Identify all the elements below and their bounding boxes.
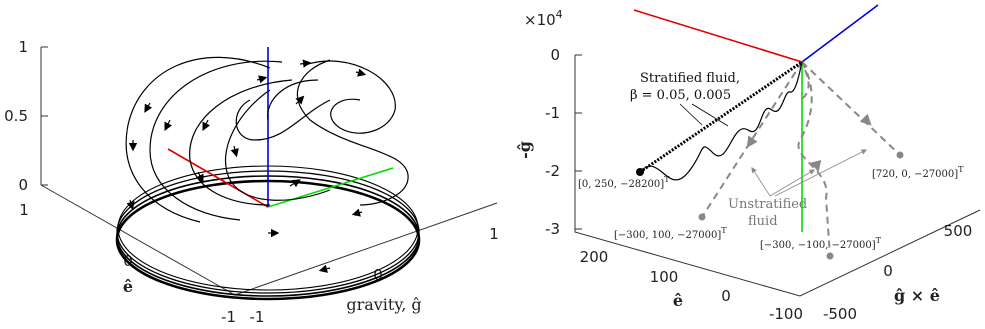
end-point-label: [−300, 100, −27000]T: [614, 226, 727, 241]
right-z-tick-label: 0: [550, 46, 560, 64]
end-points: [636, 151, 904, 260]
left-g-tick-label: 0: [373, 266, 383, 284]
right-e-axis-label: ê: [673, 291, 683, 310]
stratified-annotation: β = 0.05, 0.005: [630, 88, 731, 103]
left-axis-triad: [167, 47, 394, 208]
right-z-ticks: 0 -1 -2 -3 -ĝ: [515, 46, 582, 238]
right-e-tick-label: 100: [650, 268, 679, 286]
right-z-tick-label: -2: [545, 162, 560, 180]
left-z-tick-label: 0.5: [4, 107, 28, 125]
end-point-unstratified: [896, 151, 904, 159]
right-gxe-tick-label: 500: [944, 222, 973, 240]
right-z-tick-label: -1: [545, 104, 560, 122]
right-gxe-tick-label: -500: [823, 305, 857, 323]
right-gxe-axis-label: ĝ × ê: [894, 286, 940, 305]
end-point-stratified: [636, 168, 644, 176]
left-trajectories: [125, 56, 409, 273]
right-z-axis-label: -ĝ: [515, 141, 534, 159]
end-point-unstratified: [826, 252, 834, 260]
left-g-tick-label: -1: [250, 308, 265, 326]
right-axis-triad: [633, 4, 879, 232]
left-z-tick-label: 1: [18, 38, 28, 56]
right-gxe-tick-label: 0: [883, 262, 893, 280]
triad-blue-line: [801, 4, 879, 63]
unstratified-arrowheads: [746, 113, 872, 173]
right-gxe-ticks: -500 0 500 ĝ × ê: [823, 222, 972, 323]
end-point-label: [0, 250, −28200]T: [578, 175, 670, 190]
unstratified-annotation: Unstratified: [728, 197, 807, 212]
exponent-label: ×104: [524, 8, 563, 29]
left-panel: 1 0.5 0 1 0 -1 ê -1 0 1 gravity, ĝ: [4, 38, 499, 326]
stratified-leaders: [679, 103, 729, 127]
unstratified-leaders: [751, 149, 867, 197]
unstratified-trajectories: [701, 61, 901, 257]
unstratified-annotation: fluid: [748, 214, 778, 229]
left-e-tick-label: -1: [221, 308, 236, 326]
left-g-axis-label: gravity, ĝ: [346, 295, 421, 314]
left-z-tick-label: 0: [18, 176, 28, 194]
right-z-tick-label: -3: [545, 220, 560, 238]
right-e-tick-label: -100: [769, 305, 803, 323]
left-z-ticks: 1 0.5 0: [4, 38, 48, 194]
left-e-tick-label: 1: [19, 201, 29, 219]
end-point-unstratified: [698, 213, 706, 221]
triad-green-line: [267, 167, 394, 208]
end-point-label: [−300, −100, −27000]T: [760, 236, 882, 251]
triad-red-line: [167, 148, 269, 208]
left-g-tick-label: 1: [489, 225, 499, 243]
end-point-label: [720, 0, −27000]T: [872, 165, 964, 180]
stratified-annotation: Stratified fluid,: [640, 71, 740, 86]
left-e-axis-label: ê: [123, 277, 133, 296]
stratified-trajectories: [639, 60, 803, 181]
triad-red-line: [633, 9, 803, 63]
right-e-tick-label: 200: [580, 248, 609, 266]
right-axis-box: [574, 55, 981, 297]
right-e-tick-label: 0: [721, 287, 731, 305]
left-g-ticks: -1 0 1 gravity, ĝ: [250, 225, 499, 326]
right-e-ticks: 200 100 0 -100 ê: [580, 248, 803, 323]
right-panel: ×104 0 -1 -2 -3 -ĝ 200 100 0 -100 ê -500…: [515, 4, 981, 323]
